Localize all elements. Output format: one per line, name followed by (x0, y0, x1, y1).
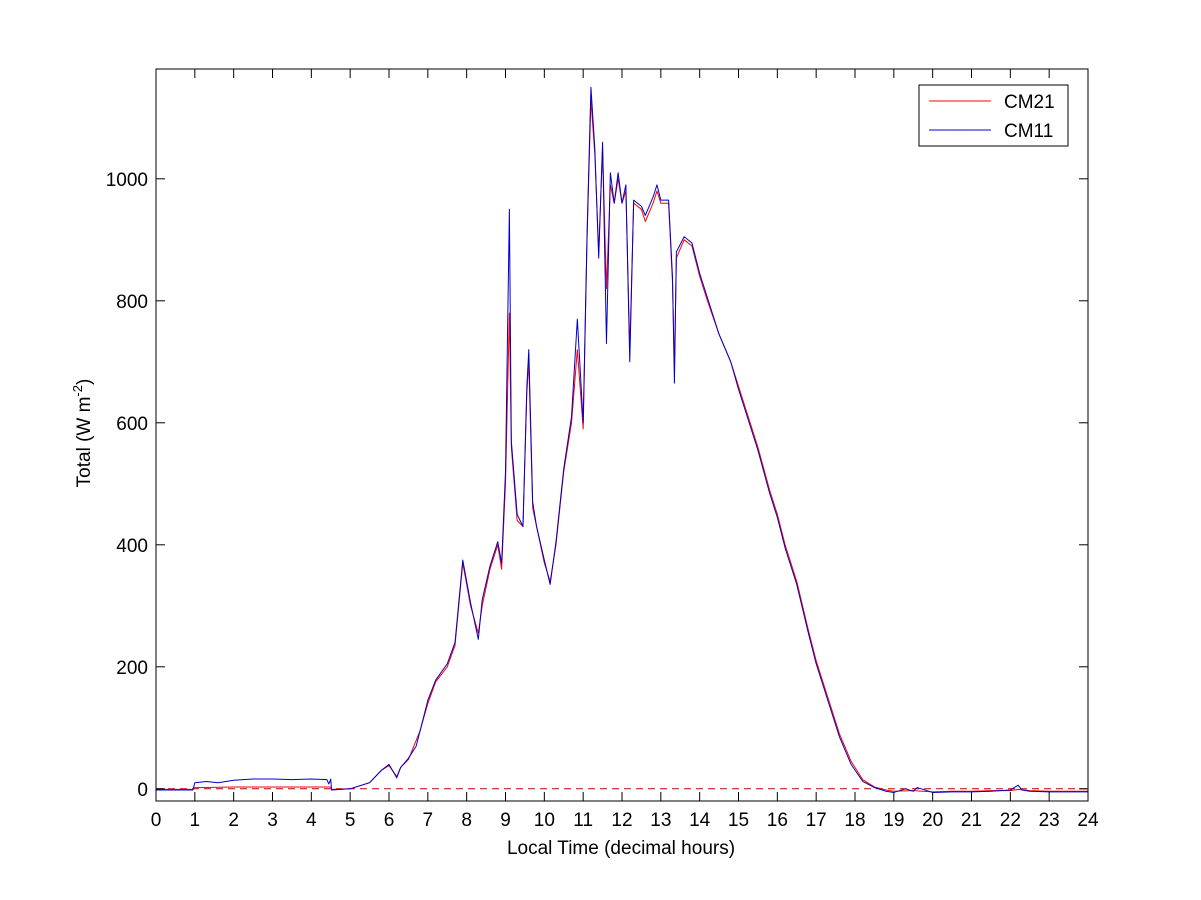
legend-box (918, 84, 1069, 147)
legend: CM21 CM11 (918, 84, 1069, 147)
legend-label-cm11: CM11 (1004, 121, 1053, 142)
y-axis-label-main: Total (W m (74, 397, 95, 488)
y-axis-label-superscript: -2 (70, 385, 85, 397)
x-tick-label: 23 (1039, 810, 1060, 831)
y-tick-label: 600 (116, 414, 148, 435)
x-tick-label: 13 (650, 810, 671, 831)
x-tick-label: 19 (883, 810, 904, 831)
y-tick-label: 800 (116, 292, 148, 313)
axes: 0 1 2 3 4 5 6 7 8 9 10 11 12 13 14 15 16 17 18 19 20 21 22 23 24… (106, 68, 1099, 831)
x-tick-label: 3 (267, 810, 278, 831)
y-tick-label: 1000 (106, 170, 148, 191)
x-tick-label: 14 (689, 810, 711, 831)
x-tick-label: 15 (728, 810, 749, 831)
x-axis-label: Local Time (decimal hours) (507, 838, 735, 859)
x-tick-label: 22 (1000, 810, 1021, 831)
x-tick-label: 2 (228, 810, 239, 831)
y-tick-label: 400 (116, 536, 148, 557)
series-line-cm11 (156, 86, 1088, 793)
x-tick-label: 4 (306, 810, 317, 831)
y-axis-label-end: ) (74, 379, 95, 385)
y-tick-label: 0 (137, 780, 148, 801)
legend-label-cm21: CM21 (1004, 92, 1055, 113)
x-tick-label: 11 (573, 810, 593, 831)
y-tick-label: 200 (116, 658, 148, 679)
x-tick-label: 18 (844, 810, 865, 831)
x-tick-label: 7 (423, 810, 434, 831)
x-tick-label: 9 (500, 810, 511, 831)
x-tick-label: 12 (611, 810, 632, 831)
x-tick-label: 1 (190, 810, 201, 831)
plot-area (156, 86, 1088, 793)
x-tick-label: 21 (961, 810, 982, 831)
y-axis-label: Total (W m-2) (70, 379, 95, 488)
x-tick-label: 16 (767, 810, 788, 831)
series-line-cm21 (156, 99, 1088, 793)
x-tick-label: 6 (384, 810, 395, 831)
x-tick-label: 17 (806, 810, 827, 831)
x-tick-label: 10 (534, 810, 555, 831)
x-tick-label: 0 (151, 810, 162, 831)
x-tick-label: 24 (1077, 810, 1099, 831)
x-tick-label: 8 (461, 810, 472, 831)
x-tick-label: 20 (922, 810, 943, 831)
x-tick-label: 5 (345, 810, 356, 831)
